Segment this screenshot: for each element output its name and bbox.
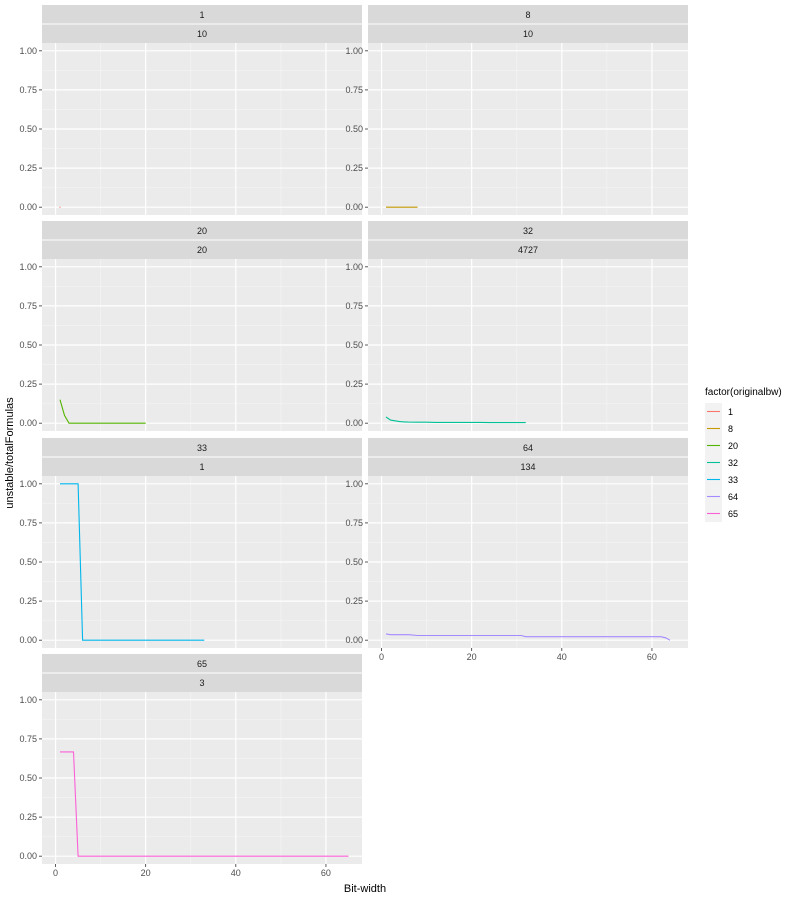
facet-strip-label-bitwidth: 1 bbox=[199, 10, 204, 20]
facet-strip-label-bitwidth: 64 bbox=[523, 443, 533, 453]
facet-strip-label-bitwidth: 65 bbox=[197, 659, 207, 669]
legend-label-32: 32 bbox=[728, 458, 738, 468]
y-tick-label: 1.00 bbox=[345, 479, 363, 489]
y-tick-label: 0.50 bbox=[19, 340, 37, 350]
legend-label-64: 64 bbox=[728, 492, 738, 502]
facet-strip-label-bitwidth: 32 bbox=[523, 226, 533, 236]
x-axis-title: Bit-width bbox=[344, 883, 386, 895]
y-tick-label: 0.75 bbox=[345, 301, 363, 311]
y-tick-label: 0.50 bbox=[345, 124, 363, 134]
y-tick-label: 0.75 bbox=[19, 518, 37, 528]
facet-strip-label-count: 134 bbox=[520, 462, 535, 472]
y-tick-label: 1.00 bbox=[19, 479, 37, 489]
facet-panel: 64 134 0.00 0.25 0.50 0.75 1.00 0 20 40 60 bbox=[345, 438, 688, 662]
x-tick-label: 60 bbox=[647, 652, 657, 662]
y-tick-label: 0.75 bbox=[345, 518, 363, 528]
y-tick-label: 0.25 bbox=[345, 163, 363, 173]
y-tick-label: 0.50 bbox=[19, 557, 37, 567]
legend-label-20: 20 bbox=[728, 441, 738, 451]
y-tick-label: 0.00 bbox=[19, 202, 37, 212]
legend-label-33: 33 bbox=[728, 475, 738, 485]
y-tick-label: 0.25 bbox=[345, 596, 363, 606]
x-tick-label: 20 bbox=[467, 652, 477, 662]
y-tick-label: 0.50 bbox=[345, 340, 363, 350]
y-tick-label: 0.75 bbox=[19, 301, 37, 311]
facet-panel: 65 3 0.00 0.25 0.50 0.75 1.00 0 20 40 60 bbox=[19, 654, 362, 878]
y-tick-label: 0.00 bbox=[345, 202, 363, 212]
facet-strip-label-count: 10 bbox=[523, 29, 533, 39]
facet-strip-label-count: 3 bbox=[199, 678, 204, 688]
y-tick-label: 0.50 bbox=[345, 557, 363, 567]
y-tick-label: 0.25 bbox=[19, 163, 37, 173]
series-line-33 bbox=[60, 483, 205, 641]
legend-title: factor(originalbw) bbox=[705, 387, 782, 398]
facet-panel: 33 1 0.00 0.25 0.50 0.75 1.00 bbox=[19, 438, 362, 648]
legend-label-1: 1 bbox=[728, 407, 733, 417]
series-point-1 bbox=[59, 206, 61, 208]
y-tick-label: 0.50 bbox=[19, 773, 37, 783]
y-tick-label: 0.00 bbox=[345, 418, 363, 428]
legend-label-8: 8 bbox=[728, 424, 733, 434]
series-line-64 bbox=[385, 633, 671, 641]
y-tick-label: 1.00 bbox=[19, 262, 37, 272]
y-tick-label: 0.25 bbox=[345, 379, 363, 389]
x-tick-label: 40 bbox=[231, 868, 241, 878]
facet-strip-label-count: 20 bbox=[197, 245, 207, 255]
series-line-20 bbox=[59, 399, 146, 424]
x-tick-label: 0 bbox=[379, 652, 384, 662]
y-tick-label: 1.00 bbox=[345, 262, 363, 272]
y-axis-title: unstable/totalFormulas bbox=[4, 397, 16, 509]
y-tick-label: 0.25 bbox=[19, 596, 37, 606]
facet-strip-label-bitwidth: 33 bbox=[197, 443, 207, 453]
y-tick-label: 0.75 bbox=[19, 734, 37, 744]
y-tick-label: 0.25 bbox=[19, 379, 37, 389]
y-tick-label: 0.75 bbox=[19, 85, 37, 95]
facet-panel: 1 10 0.00 0.25 0.50 0.75 1.00 bbox=[19, 5, 362, 215]
panels-layer: 1100.000.250.500.751.008100.000.250.500.… bbox=[19, 5, 688, 878]
y-tick-label: 0.50 bbox=[19, 124, 37, 134]
facet-panel: 32 4727 0.00 0.25 0.50 0.75 1.00 bbox=[345, 221, 688, 431]
facet-strip-label-count: 10 bbox=[197, 29, 207, 39]
y-tick-label: 1.00 bbox=[19, 46, 37, 56]
x-tick-label: 0 bbox=[53, 868, 58, 878]
x-tick-label: 40 bbox=[557, 652, 567, 662]
y-tick-label: 0.00 bbox=[345, 635, 363, 645]
series-line-65 bbox=[60, 751, 349, 857]
legend: factor(originalbw) 1 8 20 32 33 64 65 bbox=[705, 387, 782, 522]
y-tick-label: 0.25 bbox=[19, 812, 37, 822]
facet-panel: 8 10 0.00 0.25 0.50 0.75 1.00 bbox=[345, 5, 688, 215]
legend-label-65: 65 bbox=[728, 509, 738, 519]
facet-strip-label-bitwidth: 20 bbox=[197, 226, 207, 236]
y-tick-label: 0.75 bbox=[345, 85, 363, 95]
y-tick-label: 0.00 bbox=[19, 851, 37, 861]
facet-strip-label-count: 4727 bbox=[518, 245, 538, 255]
x-tick-label: 60 bbox=[321, 868, 331, 878]
y-tick-label: 1.00 bbox=[345, 46, 363, 56]
y-tick-label: 0.00 bbox=[19, 635, 37, 645]
series-line-32 bbox=[385, 416, 526, 424]
facet-panel: 20 20 0.00 0.25 0.50 0.75 1.00 bbox=[19, 221, 362, 431]
facet-strip-label-bitwidth: 8 bbox=[525, 10, 530, 20]
y-tick-label: 0.00 bbox=[19, 418, 37, 428]
facet-strip-label-count: 1 bbox=[199, 462, 204, 472]
y-tick-label: 1.00 bbox=[19, 695, 37, 705]
x-tick-label: 20 bbox=[141, 868, 151, 878]
